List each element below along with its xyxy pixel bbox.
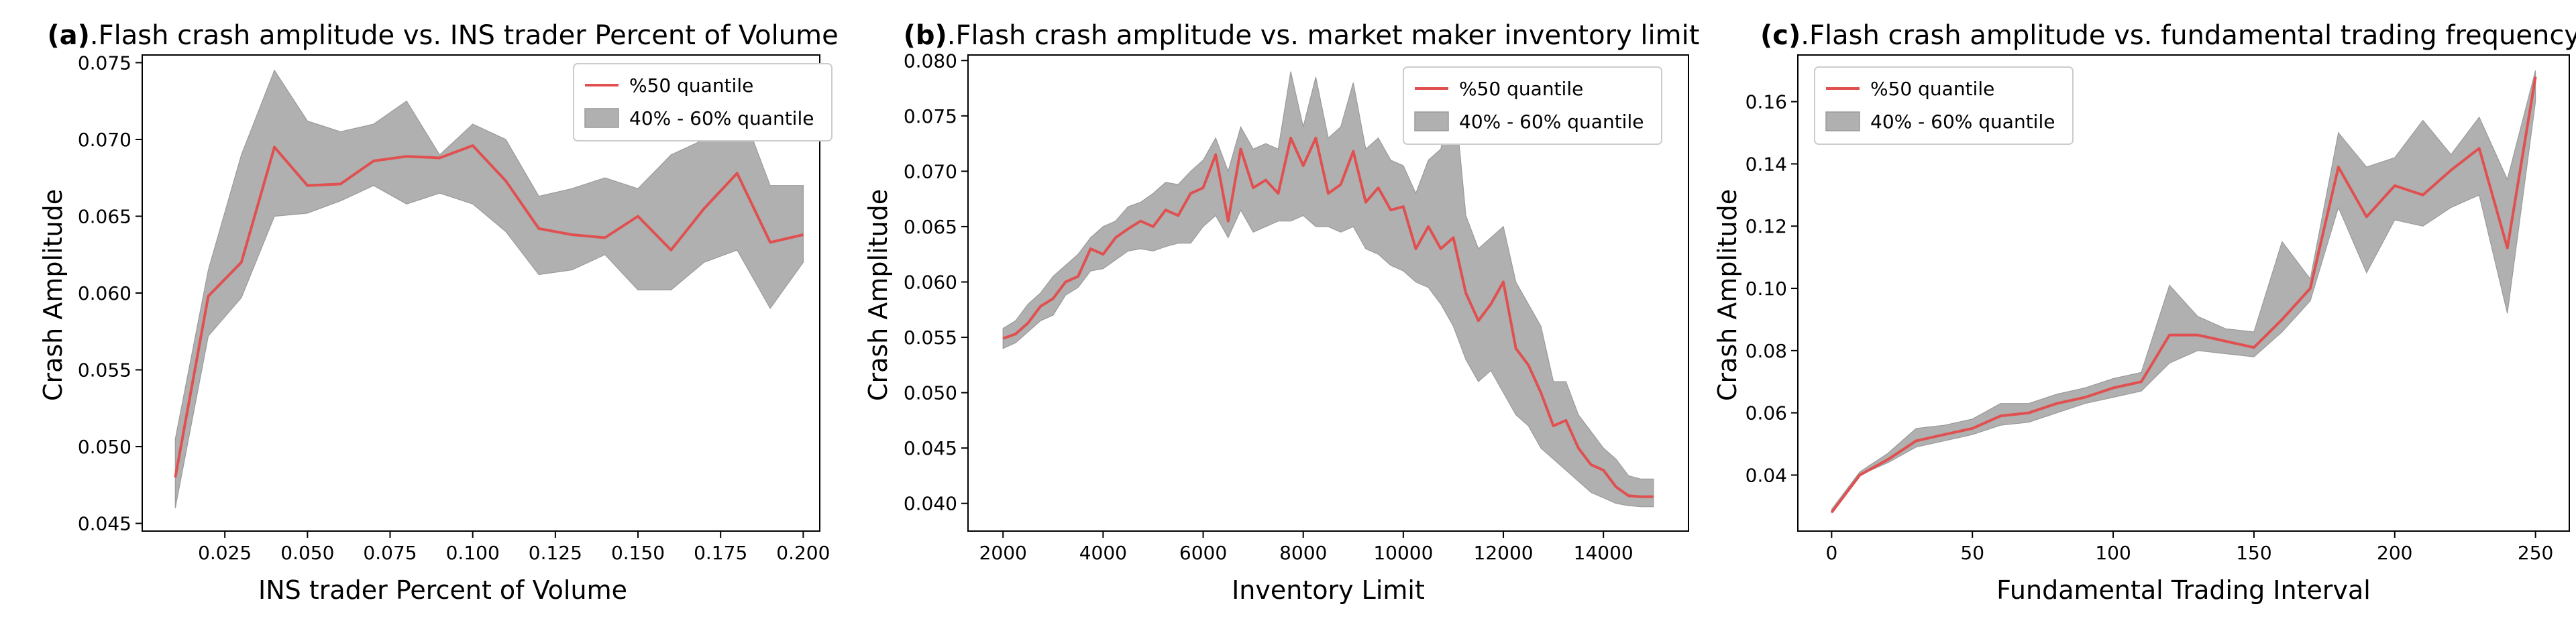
panel-c-title-text: .Flash crash amplitude vs. fundamental t… [1801,20,2576,51]
panel-c-y-tick-label: 0.06 [1746,402,1787,424]
panel-b-y-tick-label: 0.045 [904,437,957,459]
panel-a-y-tick-label: 0.070 [78,129,131,151]
panel-b-legend-band: 40% - 60% quantile [1459,111,1644,133]
panel-c-plot: 0 50 100 150 200 250 0.04 0.06 0.08 0.10 0.12 0.14 0… [1746,54,2570,564]
panel-b-y-tick-label: 0.060 [904,271,957,293]
panel-b: (b).Flash crash amplitude vs. market mak… [863,20,1699,605]
panel-a-title: (a).Flash crash amplitude vs. INS trader… [47,20,838,51]
panel-b-ylabel: Crash Amplitude [863,189,893,401]
panel-a-x-tick-label: 0.125 [529,542,582,564]
panel-a-y-tick-label: 0.065 [78,205,131,227]
panel-a-y-tick-label: 0.050 [78,436,131,458]
panel-c-xlabel: Fundamental Trading Interval [1996,575,2371,605]
panel-a-plot: 0.025 0.050 0.075 0.100 0.125 0.150 0.175 0.200… [78,52,830,564]
panel-a-quantile-band [174,69,804,508]
panel-a-x-tick-label: 0.150 [611,542,665,564]
panel-c-y-tick-label: 0.04 [1746,464,1787,486]
panel-b-x-tick-label: 4000 [1079,542,1127,564]
panel-b-title-text: .Flash crash amplitude vs. market maker … [947,20,1700,51]
panel-a-tag: (a) [47,20,90,51]
panel-a-x-tick-label: 0.075 [363,542,417,564]
panel-c-tag: (c) [1760,20,1801,51]
panel-b-legend-band-swatch [1414,111,1449,131]
panel-a-legend-median: %50 quantile [629,74,753,97]
panel-a-x-tick-label: 0.100 [446,542,500,564]
panel-c-x-tick-label: 250 [2518,542,2553,564]
panel-b-median-line [1002,136,1654,498]
panel-b-x-tick-label: 6000 [1179,542,1227,564]
panel-c-legend-band: 40% - 60% quantile [1870,111,2055,133]
panel-c-x-tick-label: 200 [2377,542,2412,564]
panel-a-x-tick-label: 0.200 [776,542,830,564]
panel-c-title: (c).Flash crash amplitude vs. fundamenta… [1760,20,2576,51]
panel-a-title-text: .Flash crash amplitude vs. INS trader Pe… [90,20,839,51]
panel-c-x-tick-label: 50 [1960,542,1984,564]
panel-c-axes-frame [1797,54,2570,532]
panel-b-title: (b).Flash crash amplitude vs. market mak… [904,20,1700,51]
panel-b-y-tick-label: 0.065 [904,216,957,238]
panel-c-x-tick-label: 100 [2095,542,2131,564]
panel-b-xlabel: Inventory Limit [1232,575,1425,605]
panel-b-y-tick-label: 0.040 [904,493,957,515]
panel-b-x-tick-label: 14000 [1574,542,1633,564]
panel-b-plot: 2000 4000 6000 8000 10000 12000 14000 0.040 0.04… [904,50,1689,564]
panel-a-y-tick-label: 0.075 [78,52,131,74]
panel-c-quantile-band [1831,70,2536,514]
panel-b-y-tick-label: 0.080 [904,50,957,72]
panel-c-median-line [1830,76,2537,514]
panel-b-x-tick-label: 12000 [1474,542,1534,564]
panel-b-x-tick-label: 10000 [1373,542,1433,564]
panel-b-tag: (b) [904,20,947,51]
panel-c-legend: %50 quantile 40% - 60% quantile [1814,66,2074,145]
panel-b-y-tick-label: 0.075 [904,105,957,127]
panel-c-ylabel: Crash Amplitude [1713,189,1742,401]
panel-b-x-tick-label: 8000 [1279,542,1327,564]
panel-c-y-tick-label: 0.14 [1746,153,1787,175]
panel-a: (a).Flash crash amplitude vs. INS trader… [38,20,839,605]
panel-c-y-tick-label: 0.16 [1746,91,1787,113]
panel-c-legend-median: %50 quantile [1870,78,1994,100]
panel-b-legend-box [1403,66,1662,145]
panel-c-legend-box [1814,66,2074,145]
panel-b-legend-median: %50 quantile [1459,78,1583,100]
panel-a-y-tick-label: 0.055 [78,359,131,382]
panel-c: (c).Flash crash amplitude vs. fundamenta… [1713,20,2576,605]
panel-a-x-tick-label: 0.175 [694,542,747,564]
panel-a-legend-box [573,63,833,141]
panel-a-legend: %50 quantile 40% - 60% quantile [573,63,833,141]
panel-c-y-tick-label: 0.10 [1746,278,1787,300]
panel-c-x-tick-label: 0 [1825,542,1837,564]
panel-a-xlabel: INS trader Percent of Volume [258,575,627,605]
panel-a-median-line [174,144,804,478]
panel-a-legend-band-swatch [584,108,619,128]
panel-b-axes-frame [967,54,1689,532]
panel-a-ylabel: Crash Amplitude [38,189,68,401]
panel-a-x-tick-label: 0.025 [198,542,252,564]
panel-b-x-tick-label: 2000 [979,542,1027,564]
panel-b-legend: %50 quantile 40% - 60% quantile [1403,66,1662,145]
panel-a-y-tick-label: 0.060 [78,282,131,304]
panel-b-y-tick-label: 0.050 [904,382,957,404]
panel-c-legend-band-swatch [1825,111,1860,131]
panel-b-y-tick-label: 0.070 [904,160,957,182]
panel-c-y-tick-label: 0.08 [1746,340,1787,362]
panel-a-y-tick-label: 0.045 [78,513,131,535]
panel-c-x-tick-label: 150 [2236,542,2271,564]
panel-a-legend-band: 40% - 60% quantile [629,107,814,129]
panel-b-y-tick-label: 0.055 [904,327,957,349]
panel-a-x-tick-label: 0.050 [280,542,334,564]
panel-c-y-tick-label: 0.12 [1746,215,1787,237]
